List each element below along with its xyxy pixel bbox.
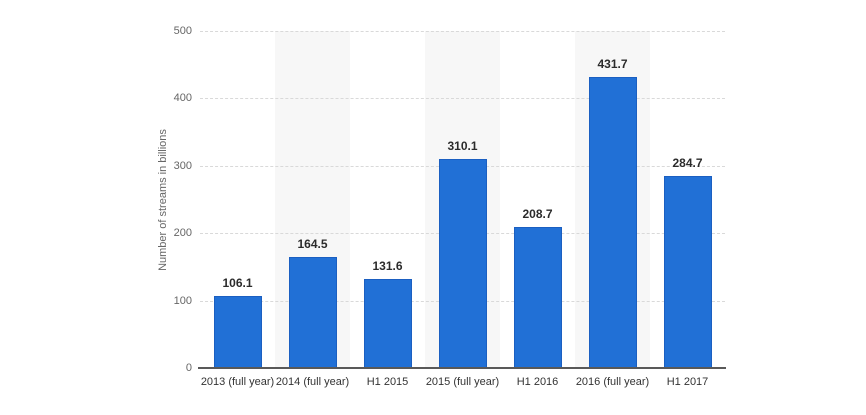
bar-value-label: 310.1 <box>447 138 478 153</box>
x-axis-category-label: H1 2016 <box>516 376 559 388</box>
x-axis-category-label: 2015 (full year) <box>425 376 500 388</box>
x-axis-category-label: 2016 (full year) <box>575 376 650 388</box>
bar-value-label: 131.6 <box>372 259 403 274</box>
bar-value-label: 164.5 <box>297 237 328 252</box>
plot-area: 106.1 164.5 131.6 310.1 208.7 431.7 284.7 <box>200 31 725 368</box>
x-axis-line <box>198 367 726 369</box>
y-axis-tick-label: 200 <box>173 227 192 240</box>
bar-H1 2015[interactable] <box>363 279 412 368</box>
bar-value-label: 431.7 <box>597 57 628 72</box>
x-axis-category-label: H1 2017 <box>666 376 709 388</box>
y-axis-tick-label: 0 <box>185 362 192 374</box>
y-axis-tick-label: 300 <box>173 159 192 172</box>
bar-value-label: 284.7 <box>672 156 703 171</box>
y-axis-title: Number of streams in billions <box>157 129 169 271</box>
bar-value-label: 208.7 <box>522 207 553 222</box>
y-axis-tick-label: 400 <box>173 92 192 105</box>
bar-value-label: 106.1 <box>222 276 253 291</box>
x-axis-category-label: 2014 (full year) <box>275 376 350 388</box>
bar-H1 2017[interactable] <box>663 176 712 368</box>
bar-2016 (full year)[interactable] <box>588 77 637 368</box>
gridline <box>200 31 725 32</box>
y-axis-tick-label: 500 <box>173 25 192 37</box>
bar-2015 (full year)[interactable] <box>438 158 487 368</box>
bar-2013 (full year)[interactable] <box>213 296 262 368</box>
bar-H1 2016[interactable] <box>513 227 562 368</box>
y-axis-tick-label: 100 <box>173 294 192 307</box>
x-axis-category-label: 2013 (full year) <box>200 376 275 388</box>
bar-2014 (full year)[interactable] <box>288 257 337 368</box>
x-axis-category-label: H1 2015 <box>366 376 409 388</box>
gridline <box>200 98 725 100</box>
